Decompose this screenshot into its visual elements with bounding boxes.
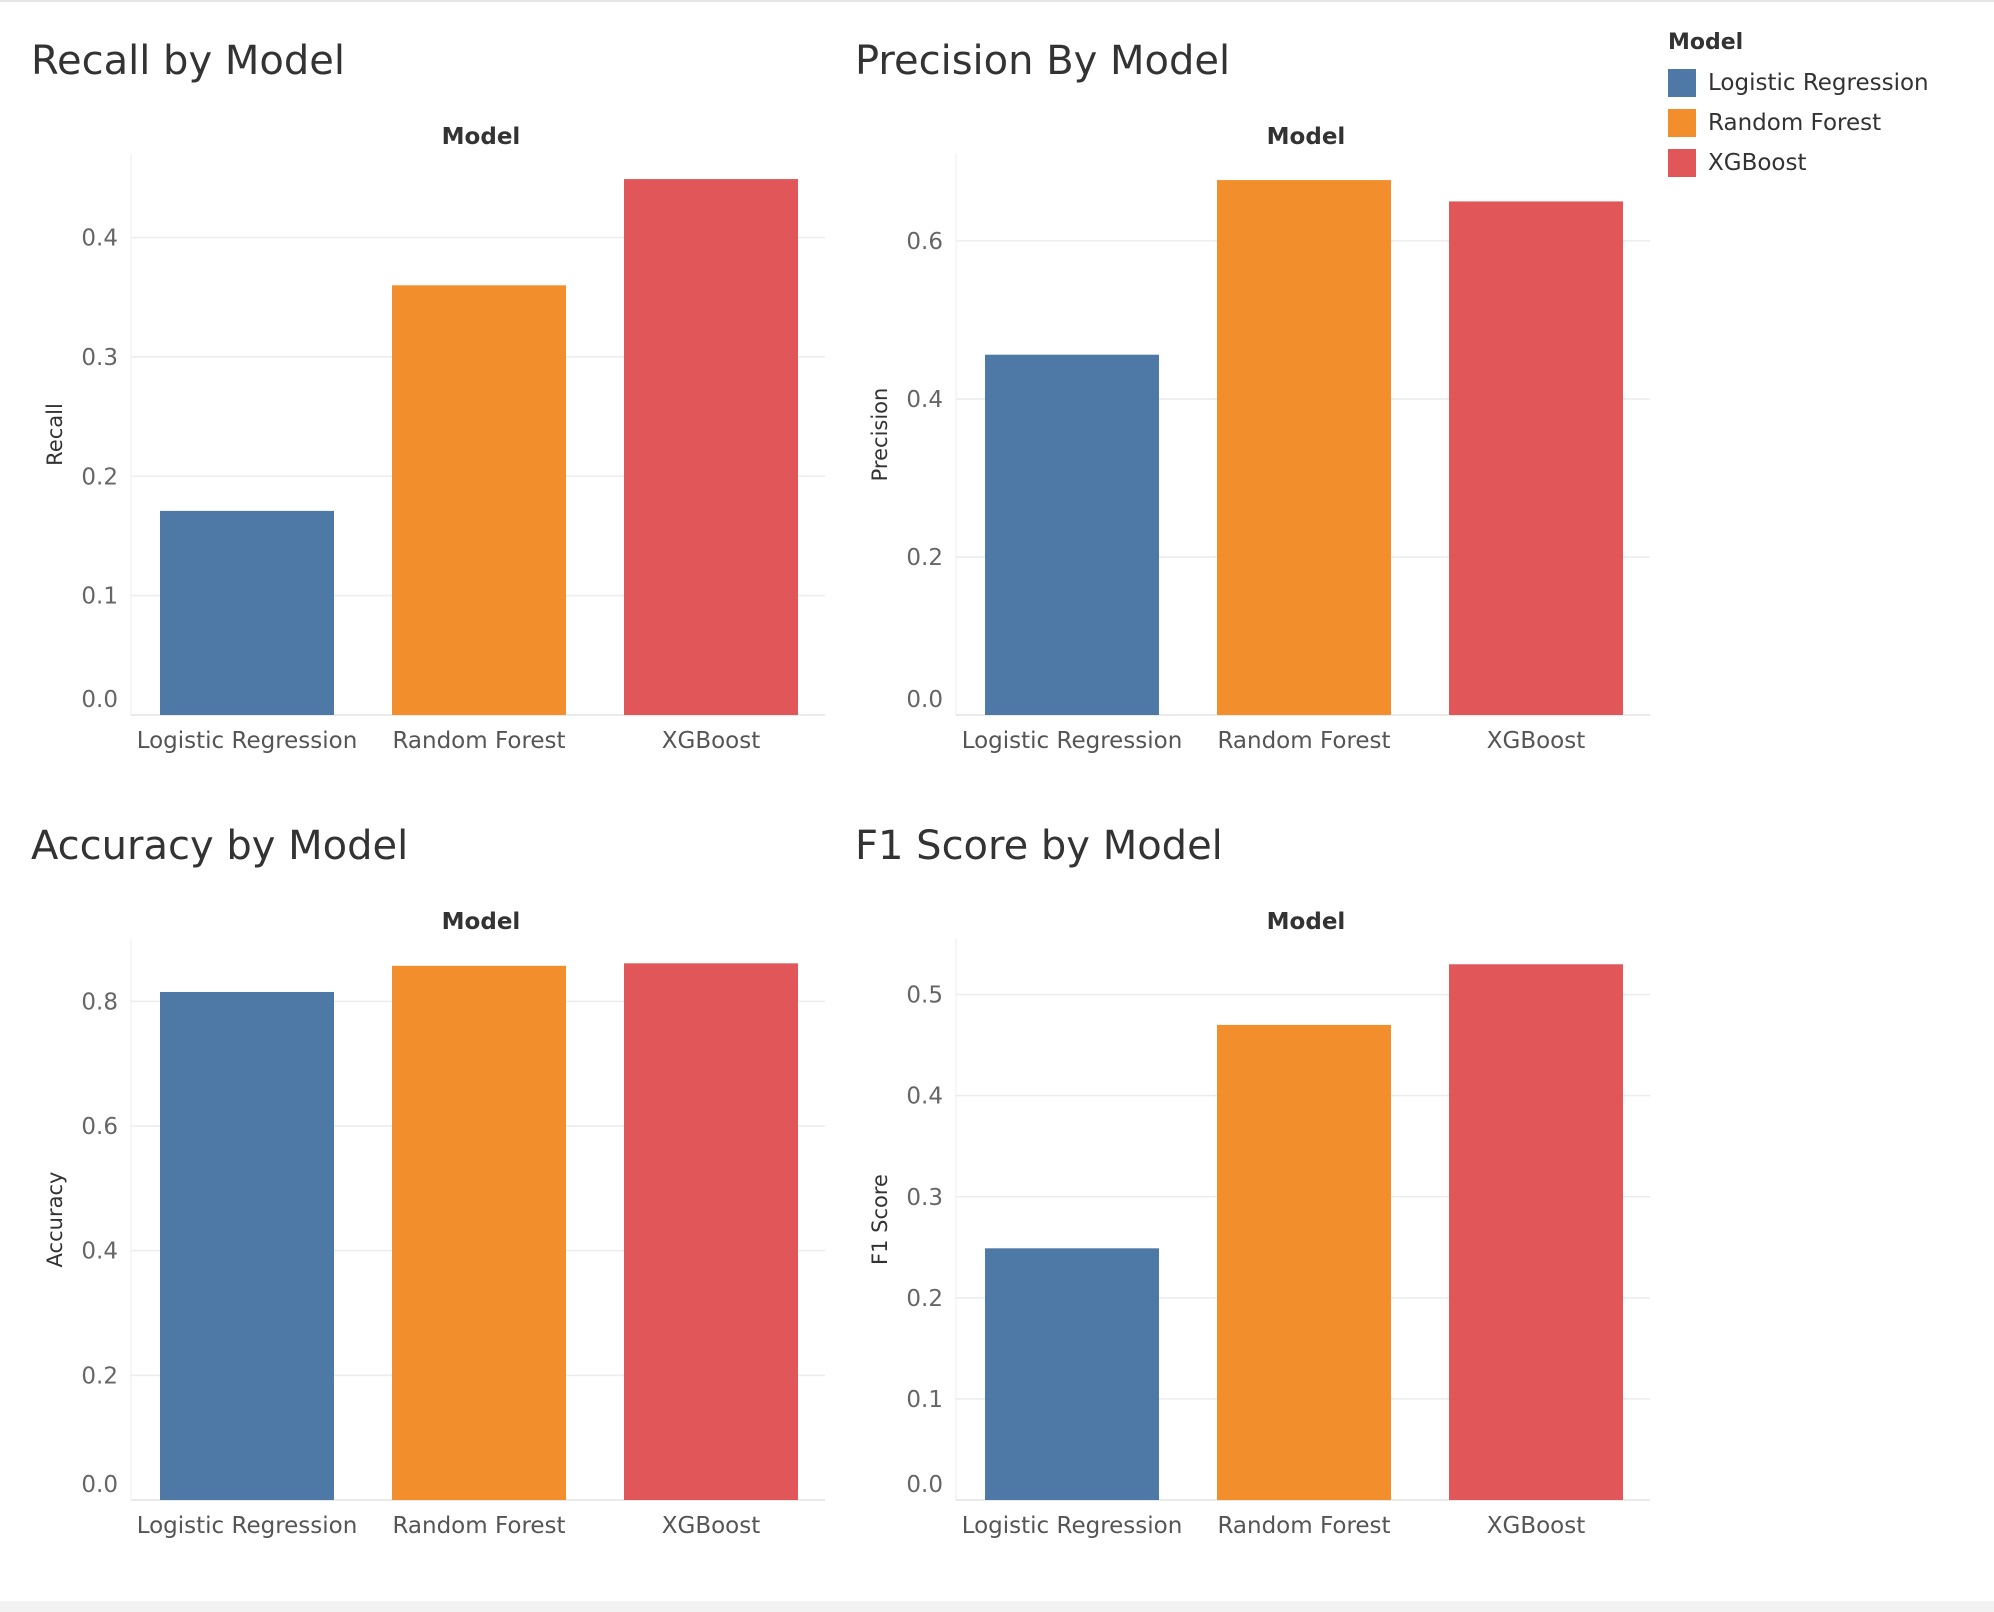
bar-logistic-regression[interactable] [985, 354, 1159, 715]
x-category-label: Random Forest [392, 1513, 565, 1539]
bar-xgboost[interactable] [1449, 201, 1623, 715]
legend-swatch [1668, 109, 1696, 137]
bar-xgboost[interactable] [624, 179, 798, 715]
bar-logistic-regression[interactable] [985, 1248, 1159, 1500]
y-tick-label: 0.2 [906, 545, 943, 571]
legend-label: Logistic Regression [1708, 70, 1929, 96]
x-category-label: Logistic Regression [137, 1513, 358, 1539]
y-tick-label: 0.4 [81, 226, 118, 252]
accuracy-chart-svg: Model 0.0 0.2 0.4 0.6 0.8 Logistic Regression R… [43, 909, 825, 1539]
y-tick-label: 0.5 [906, 983, 943, 1009]
bar-xgboost[interactable] [1449, 964, 1623, 1500]
legend-swatch [1668, 69, 1696, 97]
y-tick-label: 0.4 [906, 1084, 943, 1110]
precision-chart-svg: Model 0.0 0.2 0.4 0.6 Logistic Regression Rand… [868, 124, 1650, 754]
legend-swatch [1668, 149, 1696, 177]
legend-item-logistic-regression[interactable]: Logistic Regression [1668, 63, 1968, 103]
precision-chart-panel: Precision By Model Model 0.0 0.2 0.4 0.6 Logi… [825, 2, 1650, 787]
x-category-label: XGBoost [662, 728, 761, 754]
bar-random-forest[interactable] [1217, 1024, 1391, 1500]
legend-label: XGBoost [1708, 150, 1807, 176]
y-tick-label: 0.0 [81, 687, 118, 713]
x-category-label: Logistic Regression [137, 728, 358, 754]
recall-chart-title: Recall by Model [31, 38, 345, 84]
bar-xgboost[interactable] [624, 963, 798, 1500]
y-tick-label: 0.4 [81, 1239, 118, 1265]
bar-logistic-regression[interactable] [160, 510, 334, 715]
y-axis-label: F1 Score [868, 1174, 892, 1265]
bar-random-forest[interactable] [1217, 180, 1391, 715]
y-tick-label: 0.2 [906, 1286, 943, 1312]
y-tick-label: 0.1 [906, 1387, 943, 1413]
column-header: Model [1267, 909, 1346, 935]
y-tick-label: 0.0 [906, 1472, 943, 1498]
accuracy-chart-panel: Accuracy by Model Model 0.0 0.2 0.4 0.6 0.8 Lo… [0, 787, 825, 1572]
bar-random-forest[interactable] [392, 965, 566, 1500]
x-category-label: Logistic Regression [962, 1513, 1183, 1539]
legend-item-xgboost[interactable]: XGBoost [1668, 143, 1968, 183]
accuracy-chart-title: Accuracy by Model [31, 823, 409, 869]
f1-score-chart-svg: Model 0.0 0.1 0.2 0.3 0.4 0.5 Logistic Regressi… [868, 909, 1650, 1539]
legend-label: Random Forest [1708, 110, 1882, 136]
bar-random-forest[interactable] [392, 285, 566, 715]
recall-chart-panel: Recall by Model Model 0.0 0.1 0.2 0.3 0.4 Logi… [0, 2, 825, 787]
y-axis-label: Recall [43, 403, 67, 466]
column-header: Model [442, 909, 521, 935]
x-category-label: XGBoost [662, 1513, 761, 1539]
y-tick-label: 0.3 [81, 345, 118, 371]
recall-chart-svg: Model 0.0 0.1 0.2 0.3 0.4 Logistic Regression R… [43, 124, 825, 754]
precision-chart-title: Precision By Model [855, 38, 1231, 84]
y-tick-label: 0.6 [81, 1114, 118, 1140]
f1-score-chart-panel: F1 Score by Model Model 0.0 0.1 0.2 0.3 0.4 0.… [825, 787, 1650, 1572]
y-tick-label: 0.0 [81, 1472, 118, 1498]
y-axis-label: Accuracy [43, 1172, 67, 1268]
x-category-label: Random Forest [1217, 1513, 1390, 1539]
x-category-label: XGBoost [1487, 728, 1586, 754]
x-category-label: Logistic Regression [962, 728, 1183, 754]
x-category-label: XGBoost [1487, 1513, 1586, 1539]
y-axis-label: Precision [868, 388, 892, 482]
y-tick-label: 0.6 [906, 229, 943, 255]
color-legend: Model Logistic Regression Random Forest … [1668, 30, 1968, 183]
x-category-label: Random Forest [1217, 728, 1390, 754]
dashboard-bottom-strip [0, 1601, 1994, 1612]
column-header: Model [1267, 124, 1346, 150]
y-tick-label: 0.3 [906, 1185, 943, 1211]
f1-score-chart-title: F1 Score by Model [855, 823, 1223, 869]
legend-item-random-forest[interactable]: Random Forest [1668, 103, 1968, 143]
x-category-label: Random Forest [392, 728, 565, 754]
y-tick-label: 0.4 [906, 387, 943, 413]
y-tick-label: 0.0 [906, 687, 943, 713]
y-tick-label: 0.8 [81, 989, 118, 1015]
column-header: Model [442, 124, 521, 150]
y-tick-label: 0.2 [81, 1363, 118, 1389]
legend-title: Model [1668, 30, 1744, 55]
y-tick-label: 0.2 [81, 464, 118, 490]
y-tick-label: 0.1 [81, 584, 118, 610]
bar-logistic-regression[interactable] [160, 991, 334, 1500]
